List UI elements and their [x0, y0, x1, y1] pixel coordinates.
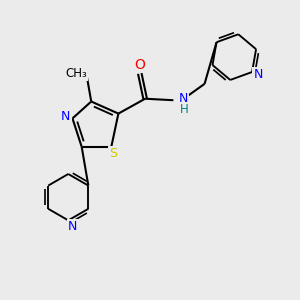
Text: N: N: [61, 110, 70, 123]
Text: S: S: [109, 147, 117, 160]
Text: N: N: [68, 220, 77, 233]
Text: O: O: [134, 58, 145, 72]
Text: N: N: [179, 92, 188, 105]
Text: CH₃: CH₃: [66, 67, 87, 80]
Text: H: H: [180, 103, 189, 116]
Text: N: N: [253, 68, 263, 81]
